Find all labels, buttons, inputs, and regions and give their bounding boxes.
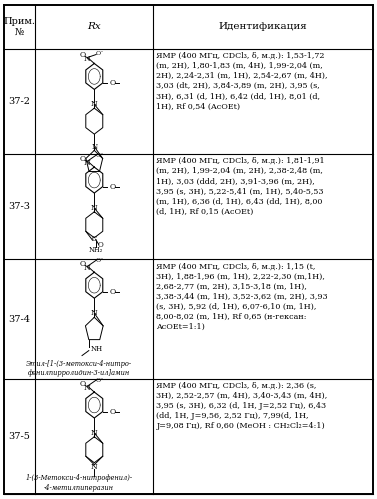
- Text: NH₂: NH₂: [89, 246, 103, 254]
- Text: 1-(3-Метокси-4-нитрофенил)-
-4-метилпиперазин: 1-(3-Метокси-4-нитрофенил)- -4-метилпипе…: [26, 475, 133, 492]
- Text: O: O: [109, 79, 115, 87]
- Text: 37-4: 37-4: [8, 315, 31, 324]
- Text: N: N: [91, 429, 98, 437]
- Text: 37-3: 37-3: [8, 202, 31, 211]
- Text: N: N: [91, 100, 98, 108]
- Text: ЯМР (400 МГц, CDCl₃, δ, м.д.): 2,36 (s,
3H), 2,52-2,57 (m, 4H), 3,40-3,43 (m, 4H: ЯМР (400 МГц, CDCl₃, δ, м.д.): 2,36 (s, …: [156, 382, 328, 431]
- Text: N: N: [91, 463, 98, 471]
- Text: O⁻: O⁻: [96, 378, 104, 383]
- Text: ЯМР (400 МГц, CDCl₃, δ, м.д.): 1,53-1,72
(m, 2H), 1,80-1,83 (m, 4H), 1,99-2,04 (: ЯМР (400 МГц, CDCl₃, δ, м.д.): 1,53-1,72…: [156, 52, 328, 110]
- Text: O: O: [80, 380, 86, 388]
- Text: N: N: [83, 159, 90, 167]
- Text: N: N: [83, 384, 90, 392]
- Text: Прим.
№: Прим. №: [3, 17, 35, 37]
- Text: Rx: Rx: [87, 22, 101, 31]
- Text: 37-5: 37-5: [9, 432, 31, 441]
- Text: N: N: [91, 309, 98, 317]
- Text: ЯМР (400 МГц, CDCl₃, δ, м.д.): 1,81-1,91
(m, 2H), 1,99-2,04 (m, 2H), 2,38-2,48 (: ЯМР (400 МГц, CDCl₃, δ, м.д.): 1,81-1,91…: [156, 157, 325, 216]
- Text: NH: NH: [90, 345, 103, 353]
- Text: O: O: [80, 260, 86, 268]
- Text: O: O: [80, 51, 86, 59]
- Text: O⁻: O⁻: [96, 258, 104, 263]
- Text: Идентификация: Идентификация: [219, 22, 308, 31]
- Text: 37-2: 37-2: [8, 97, 31, 106]
- Text: N: N: [91, 204, 98, 212]
- Text: O: O: [97, 241, 103, 250]
- Text: Этил-[1-(3-метокси-4-нитро-
фенилпирролидин-3-ил]амин: Этил-[1-(3-метокси-4-нитро- фенилпирроли…: [26, 359, 132, 377]
- Text: N: N: [83, 55, 90, 63]
- Text: N: N: [83, 264, 90, 272]
- Text: O: O: [109, 408, 115, 416]
- Text: O: O: [109, 183, 115, 191]
- Text: O: O: [80, 155, 86, 163]
- Text: ЯМР (400 МГц, CDCl₃, δ, м.д.): 1,15 (t,
3H), 1,88-1,96 (m, 1H), 2,22-2,30 (m,1H): ЯМР (400 МГц, CDCl₃, δ, м.д.): 1,15 (t, …: [156, 262, 328, 331]
- Text: O⁻: O⁻: [96, 153, 104, 158]
- Text: O⁻: O⁻: [96, 51, 104, 56]
- Text: O: O: [109, 288, 115, 296]
- Text: N: N: [91, 143, 97, 151]
- Text: C: C: [92, 235, 97, 243]
